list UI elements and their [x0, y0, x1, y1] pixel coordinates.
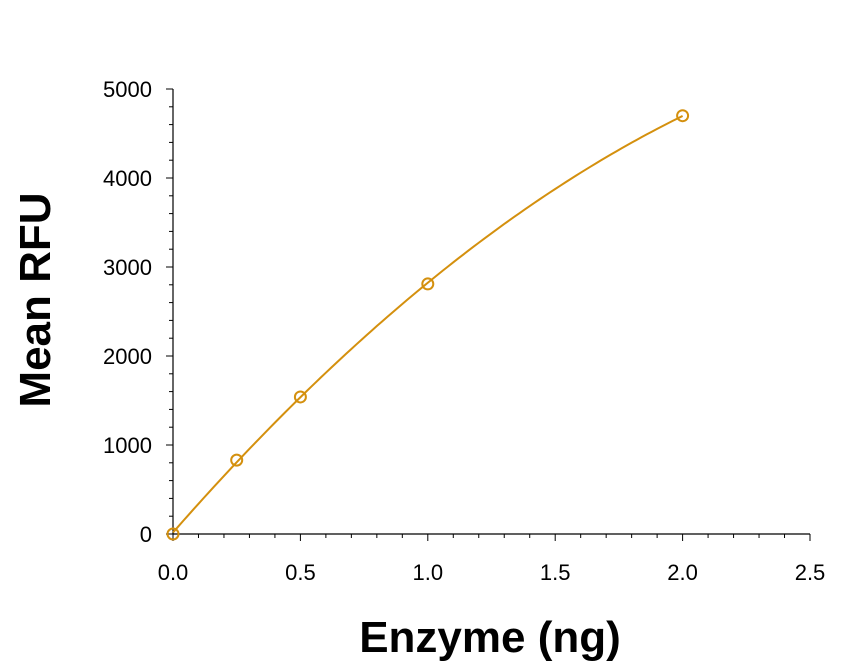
x-tick-label: 2.0 [667, 560, 698, 585]
y-tick-label: 0 [140, 522, 152, 547]
y-tick-label: 5000 [103, 77, 152, 102]
y-tick-label: 1000 [103, 433, 152, 458]
y-tick-label: 3000 [103, 255, 152, 280]
y-tick-label: 4000 [103, 166, 152, 191]
data-point [230, 453, 244, 467]
data-point [293, 390, 307, 404]
y-axis-title: Mean RFU [11, 192, 60, 407]
data-point [676, 109, 690, 123]
data-points [166, 109, 690, 541]
y-tick-label: 2000 [103, 344, 152, 369]
x-tick-label: 1.5 [540, 560, 571, 585]
fit-curve [172, 115, 684, 534]
x-axis-title: Enzyme (ng) [359, 613, 621, 662]
axes [172, 89, 810, 535]
x-tick-label: 2.5 [795, 560, 826, 585]
x-tick-label: 0.0 [158, 560, 189, 585]
x-tick-label: 1.0 [413, 560, 444, 585]
data-point [166, 527, 180, 541]
y-ticks: 0 1000 2000 3000 4000 5000 [103, 77, 173, 547]
x-ticks: 0.0 0.5 1.0 1.5 2.0 2.5 [158, 534, 826, 585]
data-point [421, 277, 435, 291]
x-tick-label: 0.5 [285, 560, 316, 585]
